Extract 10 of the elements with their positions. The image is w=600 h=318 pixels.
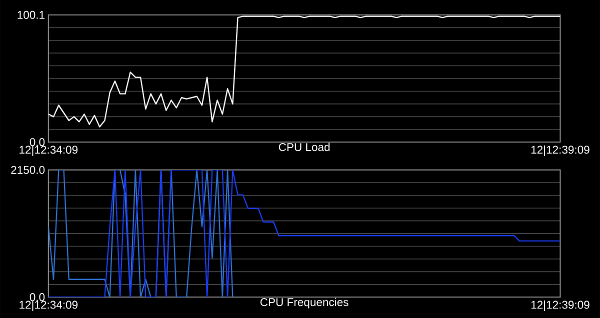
y-tick-label: 100.1 — [18, 10, 45, 19]
x-tick-label: 12|12:34:09 — [20, 145, 78, 156]
text: CPU Load — [278, 142, 330, 152]
y-tick-label: 0.0 — [30, 138, 45, 146]
y-tick-label: 0.0 — [30, 293, 45, 302]
x-tick-label: 12|12:34:09 — [20, 300, 78, 312]
x-tick-label: 12|12:39:09 — [531, 145, 590, 156]
text: CPU Frequencies — [260, 298, 348, 308]
x-tick-label: 12|12:39:09 — [531, 300, 590, 312]
y-tick-label: 2150.0 — [11, 166, 45, 174]
